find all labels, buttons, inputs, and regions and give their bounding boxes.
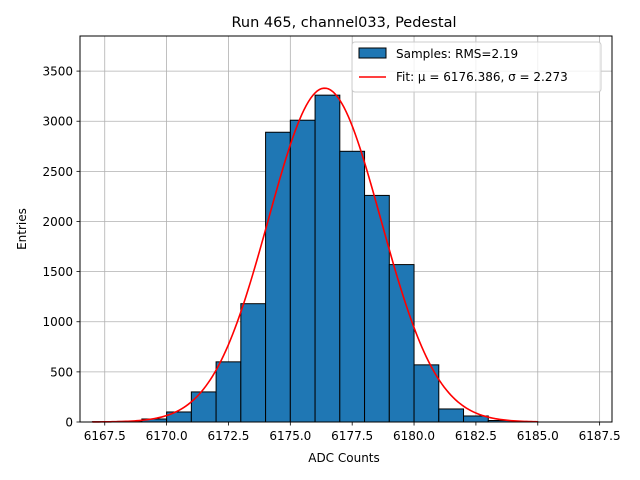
histogram-bar: [265, 131, 291, 423]
x-tick-label: 6185.0: [517, 429, 559, 443]
x-tick-label: 6170.0: [146, 429, 188, 443]
y-axis-label: Entries: [15, 208, 29, 250]
plot-frame: [79, 35, 613, 423]
x-axis-label: ADC Counts: [308, 451, 380, 465]
fit-curve-group: [92, 87, 538, 423]
histogram-bar: [388, 264, 415, 423]
y-tick-label: 2500: [42, 165, 73, 179]
y-tick-label: 500: [50, 365, 73, 379]
x-tick-label: 6167.5: [84, 429, 126, 443]
histogram-bar: [413, 364, 440, 423]
x-tick-label: 6177.5: [331, 429, 373, 443]
legend-samples-label: Samples: RMS=2.19: [396, 47, 518, 61]
x-tick-label: 6182.5: [455, 429, 497, 443]
x-tick-label: 6175.0: [269, 429, 311, 443]
x-tick-label: 6172.5: [207, 429, 249, 443]
y-axis-ticks: 0 500 1000 1500 2000 2500 3000 3500: [42, 65, 80, 430]
y-tick-label: 1000: [42, 315, 73, 329]
y-tick-label: 1500: [42, 265, 73, 279]
y-tick-label: 3500: [42, 65, 73, 79]
y-tick-label: 2000: [42, 215, 73, 229]
x-tick-label: 6187.5: [579, 429, 621, 443]
legend-samples-swatch: [358, 47, 387, 59]
x-tick-label: 6180.0: [393, 429, 435, 443]
y-tick-label: 0: [65, 416, 73, 430]
histogram-bar: [240, 303, 267, 423]
legend: Samples: RMS=2.19 Fit: μ = 6176.386, σ =…: [351, 41, 602, 93]
fit-curve: [92, 87, 538, 423]
histogram-bar: [314, 94, 341, 423]
histogram-bar: [438, 408, 465, 423]
histogram-bar: [289, 119, 316, 423]
chart-title: Run 465, channel033, Pedestal: [231, 15, 456, 31]
histogram-bars: [91, 94, 539, 423]
legend-fit-label: Fit: μ = 6176.386, σ = 2.273: [396, 70, 568, 84]
y-tick-label: 3000: [42, 115, 73, 129]
histogram-bar: [215, 361, 242, 423]
x-axis-ticks: 6167.5 6170.0 6172.5 6175.0 6177.5 6180.0 6182…: [84, 422, 621, 443]
legend-box: [351, 41, 602, 93]
histogram-bar: [339, 150, 366, 423]
histogram-bar: [364, 194, 390, 423]
histogram-bar: [190, 391, 217, 423]
